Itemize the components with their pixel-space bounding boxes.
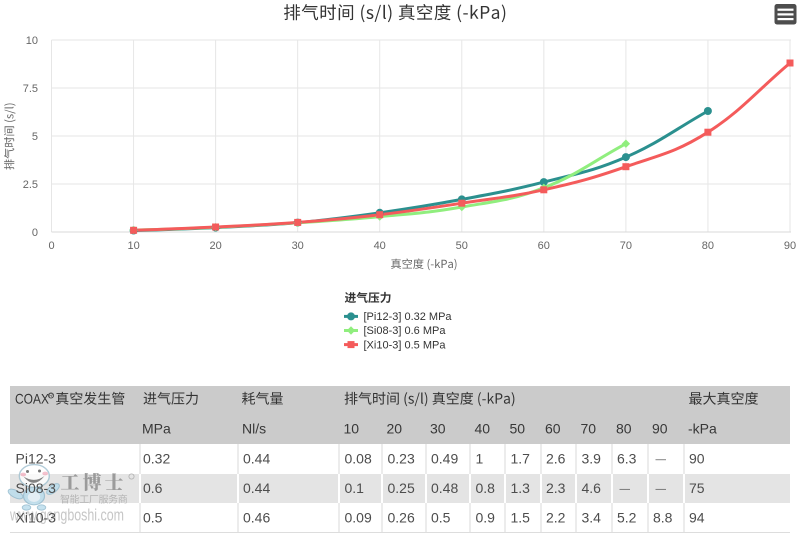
svg-text:www.gongboshi.com: www.gongboshi.com: [9, 506, 124, 525]
svg-text:1.7: 1.7: [511, 451, 531, 467]
svg-text:1: 1: [476, 451, 484, 467]
svg-text:50: 50: [456, 240, 468, 252]
svg-text:—: —: [656, 454, 667, 466]
svg-text:0.08: 0.08: [345, 451, 372, 467]
svg-text:8.8: 8.8: [653, 509, 673, 525]
svg-text:90: 90: [652, 421, 668, 437]
svg-text:94: 94: [689, 509, 705, 525]
svg-text:Nl/s: Nl/s: [242, 421, 266, 437]
svg-text:0.5: 0.5: [143, 509, 163, 525]
svg-text:5.2: 5.2: [617, 509, 637, 525]
svg-text:-kPa: -kPa: [688, 421, 717, 437]
svg-text:0: 0: [32, 227, 38, 239]
svg-text:—: —: [620, 483, 631, 495]
svg-text:0.8: 0.8: [476, 480, 496, 496]
svg-text:Pi12-3: Pi12-3: [16, 451, 57, 467]
svg-text:60: 60: [545, 421, 561, 437]
svg-text:50: 50: [510, 421, 526, 437]
svg-text:0.32: 0.32: [143, 451, 170, 467]
svg-text:6.3: 6.3: [617, 451, 637, 467]
svg-text:0.49: 0.49: [431, 451, 458, 467]
svg-text:0.48: 0.48: [431, 480, 458, 496]
svg-text:[Xi10-3] 0.5 MPa: [Xi10-3] 0.5 MPa: [364, 339, 447, 351]
svg-text:20: 20: [209, 240, 221, 252]
svg-text:10: 10: [26, 35, 38, 47]
svg-text:—: —: [656, 483, 667, 495]
svg-text:MPa: MPa: [142, 421, 171, 437]
svg-text:3.4: 3.4: [582, 509, 602, 525]
svg-text:3.9: 3.9: [582, 451, 602, 467]
svg-text:[Si08-3] 0.6 MPa: [Si08-3] 0.6 MPa: [364, 325, 447, 337]
svg-text:0.1: 0.1: [345, 480, 365, 496]
svg-text:1.3: 1.3: [511, 480, 531, 496]
svg-text:[Pi12-3] 0.32 MPa: [Pi12-3] 0.32 MPa: [364, 311, 453, 323]
svg-text:75: 75: [689, 480, 705, 496]
svg-text:0.46: 0.46: [243, 509, 270, 525]
svg-text:2.2: 2.2: [546, 509, 566, 525]
svg-text:0.5: 0.5: [431, 509, 451, 525]
svg-text:Xi10-3: Xi10-3: [16, 509, 57, 525]
svg-text:40: 40: [475, 421, 491, 437]
svg-text:20: 20: [387, 421, 403, 437]
svg-text:2.3: 2.3: [546, 480, 566, 496]
svg-text:0.9: 0.9: [476, 509, 496, 525]
svg-text:0.26: 0.26: [388, 509, 415, 525]
svg-text:70: 70: [581, 421, 597, 437]
svg-text:40: 40: [374, 240, 386, 252]
svg-text:70: 70: [620, 240, 632, 252]
svg-text:30: 30: [430, 421, 446, 437]
svg-text:0.6: 0.6: [143, 480, 163, 496]
svg-text:1.5: 1.5: [511, 509, 531, 525]
svg-text:60: 60: [538, 240, 550, 252]
svg-text:0.09: 0.09: [345, 509, 372, 525]
svg-text:0.44: 0.44: [243, 451, 270, 467]
svg-text:90: 90: [689, 451, 705, 467]
svg-text:10: 10: [127, 240, 139, 252]
svg-text:2.5: 2.5: [23, 179, 38, 191]
svg-text:0.25: 0.25: [388, 480, 415, 496]
svg-text:0.23: 0.23: [388, 451, 415, 467]
svg-text:0: 0: [48, 240, 54, 252]
svg-text:4.6: 4.6: [582, 480, 602, 496]
svg-text:80: 80: [616, 421, 632, 437]
svg-text:0.44: 0.44: [243, 480, 270, 496]
svg-text:5: 5: [32, 131, 38, 143]
svg-text:10: 10: [344, 421, 360, 437]
svg-text:7.5: 7.5: [23, 83, 38, 95]
svg-text:90: 90: [784, 240, 796, 252]
svg-text:80: 80: [702, 240, 714, 252]
svg-text:Si08-3: Si08-3: [16, 480, 57, 496]
svg-text:2.6: 2.6: [546, 451, 566, 467]
svg-text:30: 30: [292, 240, 304, 252]
